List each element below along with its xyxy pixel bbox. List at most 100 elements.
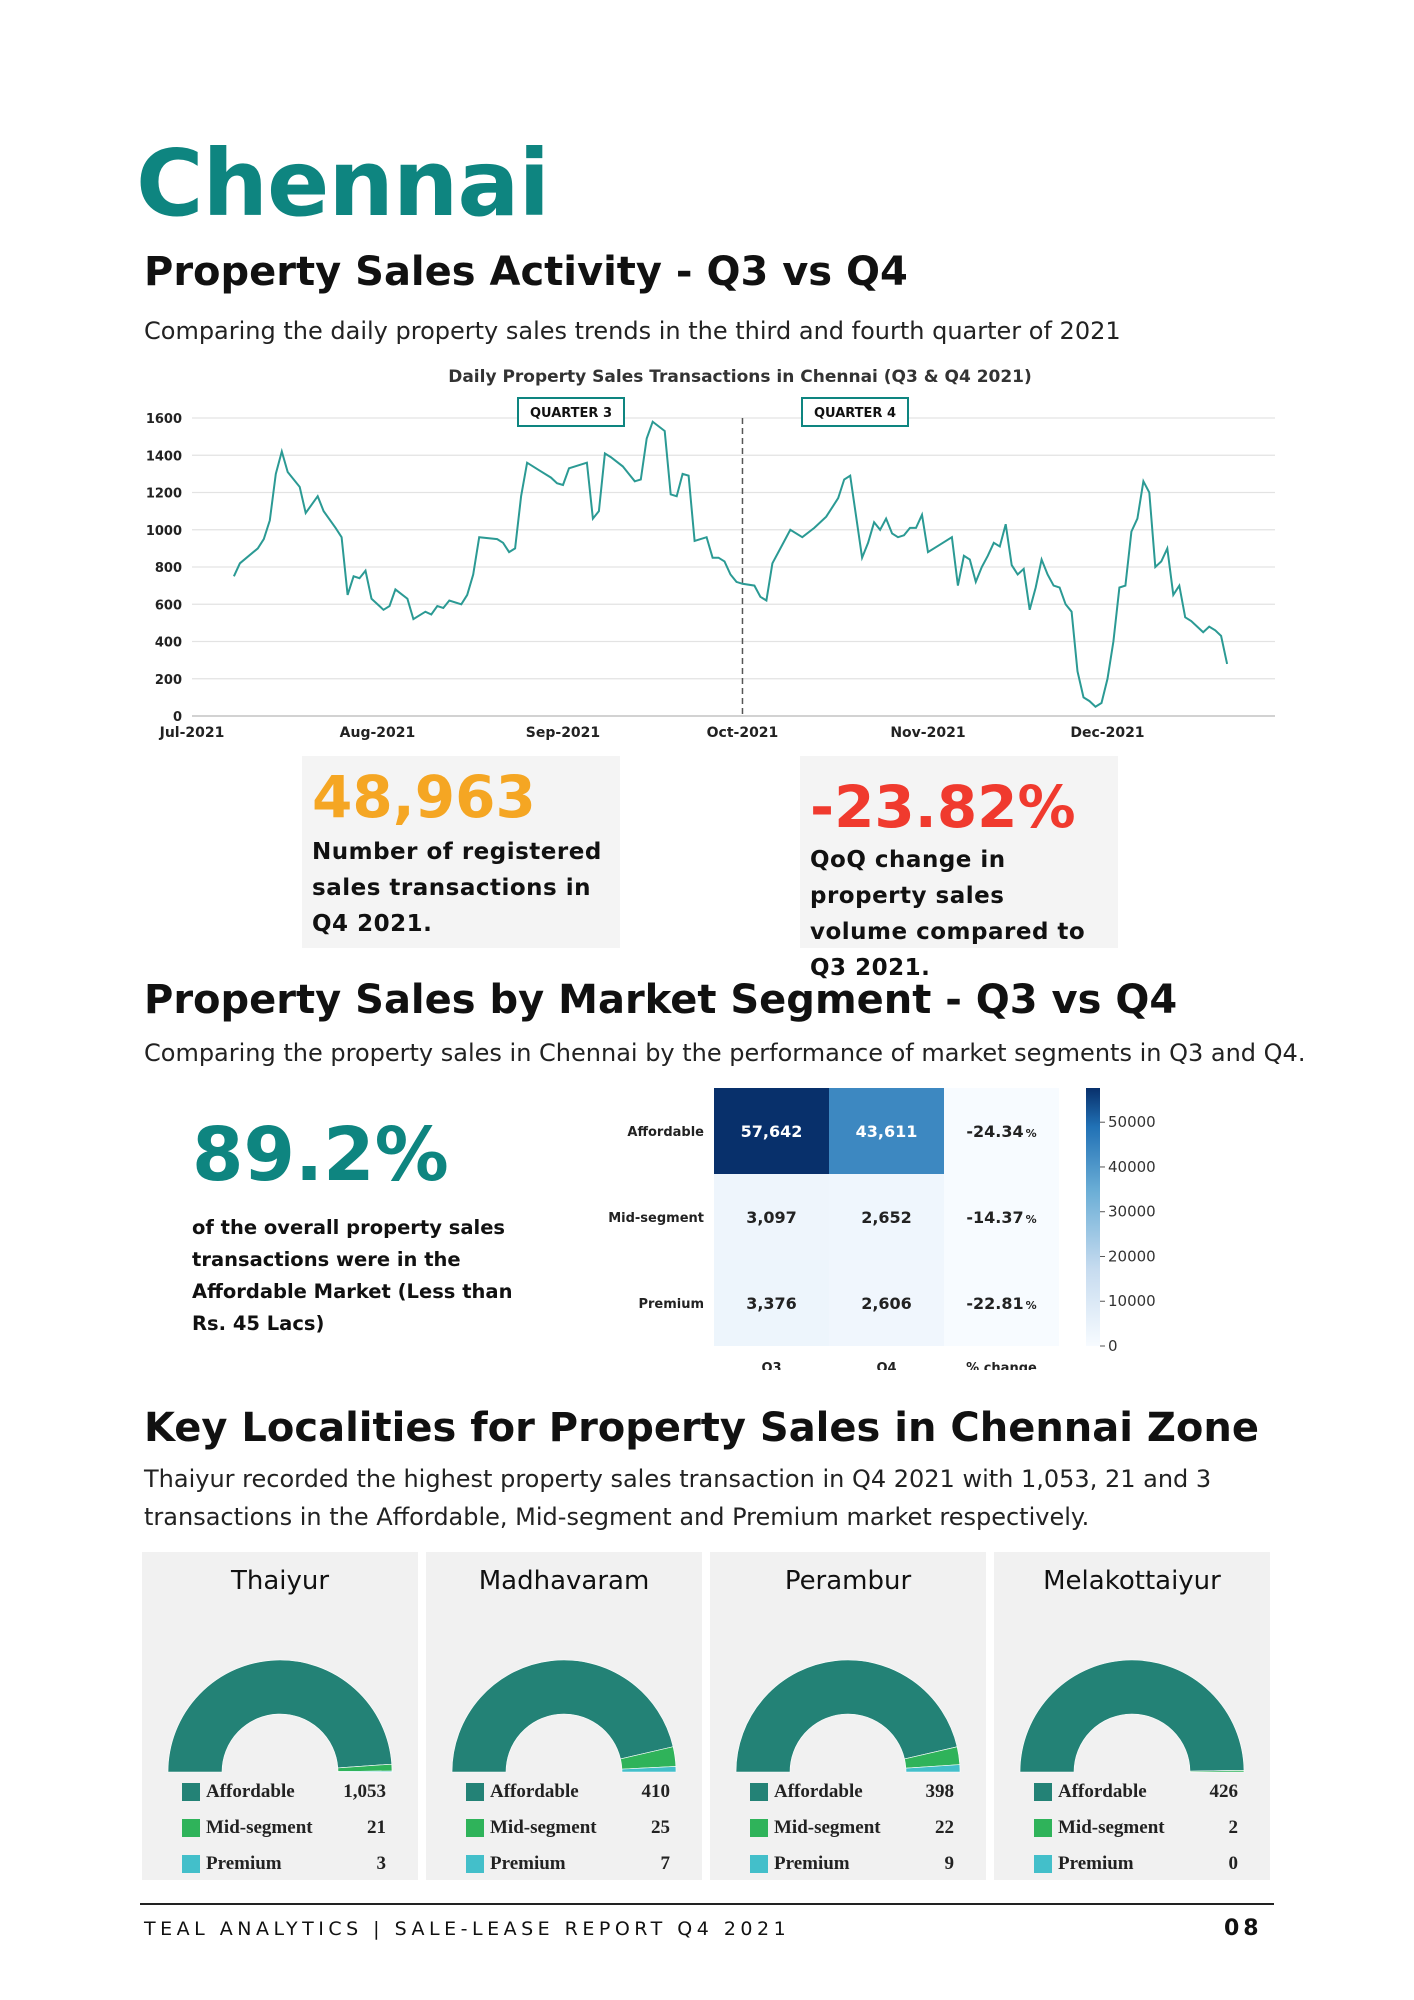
footer-text: TEAL ANALYTICS | SALE-LEASE REPORT Q4 20… (144, 1918, 790, 1940)
section-subtitle-key-localities: Thaiyur recorded the highest property sa… (144, 1460, 1274, 1536)
heatmap-cell-label: 3,097 (746, 1208, 797, 1227)
colorbar-tick-label: 40000 (1108, 1158, 1156, 1176)
locality-legend: Affordable 426 Mid-segment 2 Premium 0 (1034, 1774, 1238, 1882)
donut-segment-affordable (1020, 1660, 1244, 1772)
section-subtitle-market-segment: Comparing the property sales in Chennai … (144, 1034, 1305, 1072)
legend-swatch (466, 1855, 484, 1873)
y-tick-label: 0 (173, 710, 182, 725)
legend-label: Mid-segment (774, 1817, 894, 1839)
y-tick-label: 800 (155, 561, 182, 576)
affordable-share-text: of the overall property sales transactio… (192, 1212, 522, 1340)
y-tick-label: 400 (155, 636, 182, 651)
locality-half-donut (994, 1622, 1270, 1792)
section-title-sales-activity: Property Sales Activity - Q3 vs Q4 (144, 250, 908, 294)
quarter-annotation-label: QUARTER 3 (530, 406, 612, 421)
legend-label: Affordable (206, 1781, 326, 1803)
legend-value: 9 (894, 1853, 954, 1875)
legend-row: Premium 0 (1034, 1846, 1238, 1882)
legend-swatch (750, 1819, 768, 1837)
colorbar-tick-label: 30000 (1108, 1203, 1156, 1221)
legend-label: Premium (774, 1853, 894, 1875)
heatmap-col-label: % change (966, 1361, 1037, 1370)
section-subtitle-sales-activity: Comparing the daily property sales trend… (144, 312, 1121, 350)
heatmap-cell-label: 57,642 (741, 1122, 803, 1141)
x-tick-label: Jul-2021 (159, 725, 225, 740)
heatmap-colorbar (1086, 1088, 1100, 1346)
legend-swatch (750, 1855, 768, 1873)
legend-label: Premium (206, 1853, 326, 1875)
colorbar-tick-label: 0 (1108, 1337, 1118, 1355)
locality-half-donut (142, 1622, 418, 1792)
legend-row: Premium 7 (466, 1846, 670, 1882)
legend-row: Affordable 410 (466, 1774, 670, 1810)
legend-swatch (750, 1783, 768, 1801)
colorbar-tick-label: 10000 (1108, 1292, 1156, 1310)
locality-name: Thaiyur (142, 1566, 418, 1596)
locality-name: Melakottaiyur (994, 1566, 1270, 1596)
legend-value: 398 (894, 1781, 954, 1803)
legend-label: Mid-segment (1058, 1817, 1178, 1839)
legend-swatch (182, 1819, 200, 1837)
locality-legend: Affordable 398 Mid-segment 22 Premium 9 (750, 1774, 954, 1882)
daily-sales-line-chart: Daily Property Sales Transactions in Che… (140, 360, 1280, 740)
stat-qoq-text: QoQ change in property sales volume comp… (810, 842, 1110, 986)
affordable-share-value: 89.2% (192, 1118, 449, 1192)
donut-segment-premium (338, 1771, 392, 1772)
legend-value: 2 (1178, 1817, 1238, 1839)
x-tick-label: Dec-2021 (1070, 725, 1144, 740)
stat-card-qoq-change: -23.82% QoQ change in property sales vol… (800, 756, 1118, 948)
legend-value: 3 (326, 1853, 386, 1875)
heatmap-row-label: Affordable (627, 1125, 704, 1140)
heatmap-row-label: Premium (638, 1297, 704, 1312)
heatmap-row-label: Mid-segment (608, 1211, 704, 1226)
legend-row: Premium 9 (750, 1846, 954, 1882)
daily-sales-series-line (234, 422, 1227, 707)
legend-swatch (182, 1855, 200, 1873)
locality-legend: Affordable 410 Mid-segment 25 Premium 7 (466, 1774, 670, 1882)
legend-row: Mid-segment 22 (750, 1810, 954, 1846)
legend-swatch (1034, 1855, 1052, 1873)
colorbar-tick-label: 20000 (1108, 1247, 1156, 1265)
legend-swatch (466, 1783, 484, 1801)
legend-label: Affordable (774, 1781, 894, 1803)
y-tick-label: 1600 (146, 412, 182, 427)
legend-label: Affordable (1058, 1781, 1178, 1803)
legend-value: 0 (1178, 1853, 1238, 1875)
locality-half-donut (710, 1622, 986, 1792)
locality-cards: Thaiyur Affordable 1,053 Mid-segment 21 Premi… (142, 1552, 1272, 1880)
footer-divider (140, 1903, 1274, 1905)
locality-card: Melakottaiyur Affordable 426 Mid-segment 2 Pr… (994, 1552, 1270, 1880)
legend-value: 22 (894, 1817, 954, 1839)
x-tick-label: Aug-2021 (340, 725, 416, 740)
y-tick-label: 1000 (146, 524, 182, 539)
legend-row: Premium 3 (182, 1846, 386, 1882)
legend-swatch (182, 1783, 200, 1801)
locality-half-donut (426, 1622, 702, 1792)
locality-name: Madhavaram (426, 1566, 702, 1596)
heatmap-cell-label: 2,652 (861, 1208, 912, 1227)
segment-heatmap: 57,642 43,611 -24.34 % 3,097 2,652 -14.37 % 3,37… (590, 1080, 1170, 1370)
legend-row: Affordable 1,053 (182, 1774, 386, 1810)
section-title-key-localities: Key Localities for Property Sales in Che… (144, 1406, 1259, 1450)
legend-row: Mid-segment 25 (466, 1810, 670, 1846)
y-tick-label: 200 (155, 673, 182, 688)
donut-segment-affordable (168, 1660, 392, 1772)
stat-transactions-text: Number of registered sales transactions … (312, 834, 612, 942)
heatmap-col-label: Q3 (761, 1361, 781, 1370)
x-tick-label: Oct-2021 (707, 725, 779, 740)
stat-transactions-value: 48,963 (312, 768, 536, 826)
y-tick-label: 600 (155, 598, 182, 613)
heatmap-cell-label: 2,606 (861, 1294, 912, 1313)
colorbar-tick-label: 50000 (1108, 1113, 1156, 1131)
heatmap-col-label: Q4 (876, 1361, 896, 1370)
page-number: 08 (1224, 1916, 1263, 1941)
legend-value: 410 (610, 1781, 670, 1803)
city-title: Chennai (136, 138, 549, 230)
legend-value: 1,053 (326, 1781, 386, 1803)
legend-label: Affordable (490, 1781, 610, 1803)
heatmap-cell-label: 43,611 (856, 1122, 918, 1141)
legend-value: 21 (326, 1817, 386, 1839)
section-title-market-segment: Property Sales by Market Segment - Q3 vs… (144, 978, 1177, 1022)
stat-qoq-value: -23.82% (810, 778, 1076, 836)
legend-row: Mid-segment 21 (182, 1810, 386, 1846)
